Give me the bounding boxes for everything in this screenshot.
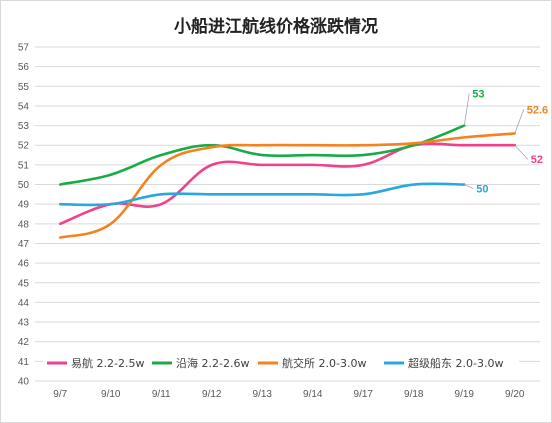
x-tick-label: 9/11 [152, 389, 171, 400]
y-tick-label: 49 [18, 200, 30, 211]
x-tick-label: 9/14 [303, 389, 323, 400]
y-tick-label: 48 [18, 219, 30, 230]
data-label: 53 [472, 89, 484, 101]
legend-box [43, 351, 519, 374]
y-tick-label: 43 [18, 318, 30, 329]
y-tick-label: 56 [18, 62, 30, 73]
y-tick-label: 54 [18, 101, 30, 112]
y-tick-label: 52 [18, 141, 30, 152]
legend-label: 易航 2.2-2.5w [71, 356, 144, 370]
y-tick-label: 46 [18, 259, 30, 270]
label-leader-line [514, 144, 529, 160]
y-tick-label: 44 [18, 298, 30, 309]
series-line [58, 142, 517, 226]
y-tick-label: 53 [18, 121, 30, 132]
y-tick-label: 42 [18, 337, 30, 348]
label-leader-line [463, 93, 470, 126]
data-label: 52 [531, 154, 543, 166]
y-tick-label: 55 [18, 82, 30, 93]
y-tick-label: 40 [18, 377, 30, 388]
y-tick-label: 47 [18, 239, 30, 250]
x-tick-label: 9/7 [53, 389, 67, 400]
x-tick-label: 9/17 [354, 389, 374, 400]
label-leader-line [514, 109, 525, 134]
x-tick-label: 9/13 [253, 389, 273, 400]
x-tick-label: 9/12 [202, 389, 222, 400]
data-label: 50 [476, 184, 488, 196]
x-tick-label: 9/10 [101, 389, 121, 400]
x-tick-label: 9/19 [455, 389, 475, 400]
y-tick-label: 57 [18, 43, 30, 54]
y-tick-label: 41 [18, 357, 30, 368]
series-line [58, 132, 517, 239]
y-tick-label: 51 [18, 160, 30, 171]
data-label: 52.6 [527, 104, 548, 116]
chart-title: 小船进江航线价格涨跌情况 [174, 17, 378, 37]
x-tick-label: 9/20 [505, 389, 525, 400]
y-tick-label: 50 [18, 180, 30, 191]
y-tick-label: 45 [18, 278, 30, 289]
legend-label: 沿海 2.2-2.6w [176, 356, 249, 370]
legend-label: 航交所 2.0-3.0w [282, 356, 366, 370]
legend-label: 超级船东 2.0-3.0w [408, 356, 503, 370]
x-tick-label: 9/18 [404, 389, 424, 400]
label-leader-line [464, 184, 474, 189]
